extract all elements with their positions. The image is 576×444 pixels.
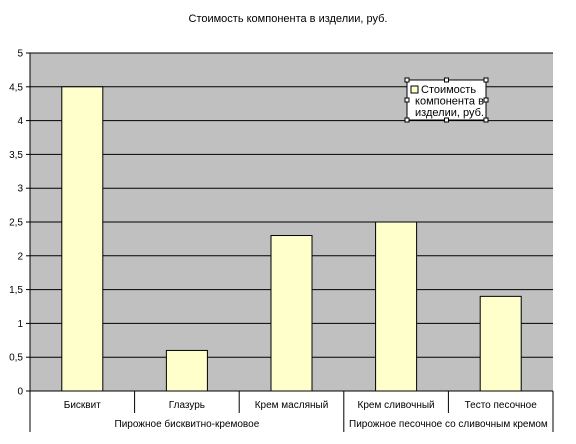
y-tick-label: 3,5	[9, 150, 23, 161]
x-tick-label: Тесто песочное	[465, 400, 538, 411]
legend-resize-handle[interactable]	[483, 77, 489, 83]
bar-3	[270, 235, 313, 392]
bar-1	[61, 86, 104, 392]
x-tick-label: Бисквит	[64, 400, 101, 411]
legend-resize-handle[interactable]	[483, 97, 489, 103]
legend-resize-handle[interactable]	[444, 117, 449, 123]
x-group-label: Пирожное бисквитно-кремовое	[115, 418, 260, 430]
bar-4	[375, 221, 418, 392]
y-tick-label: 2,5	[9, 218, 23, 229]
legend-resize-handle[interactable]	[404, 77, 410, 83]
legend-box	[406, 79, 487, 121]
y-tick-label: 4,5	[9, 82, 23, 93]
x-group-label: Пирожное песочное со сливочным кремом	[349, 419, 548, 430]
y-tick-label: 3	[17, 184, 23, 195]
y-tick-label: 1,5	[9, 285, 23, 296]
y-tick-label: 5	[17, 49, 23, 60]
legend-label: изделии, руб.	[415, 107, 484, 119]
bars	[61, 86, 522, 392]
x-tick-label: Крем сливочный	[358, 400, 435, 411]
bar-5	[479, 295, 522, 392]
legend-label: компонента в	[415, 96, 484, 108]
legend-swatch	[410, 85, 419, 94]
y-tick-label: 0,5	[9, 353, 23, 364]
legend-resize-handle[interactable]	[483, 117, 489, 123]
legend-resize-handle[interactable]	[404, 117, 410, 123]
x-tick-label: Глазурь	[169, 400, 205, 411]
bar-2	[165, 349, 208, 392]
legend-resize-handle[interactable]	[444, 77, 449, 83]
y-tick-label: 2	[17, 251, 23, 262]
y-tick-label: 4	[17, 116, 23, 127]
x-axis: Бисквит Глазурь Крем масляный Крем сливочны…	[29, 390, 554, 432]
y-axis: 0 0,5 1 1,5 2 2,5 3 3,5 4 4,5 5	[9, 49, 31, 398]
y-tick-label: 0	[17, 387, 23, 398]
chart-title: Стоимость компонента в изделии, руб.	[188, 13, 388, 25]
y-tick-label: 1	[17, 319, 23, 330]
legend-resize-handle[interactable]	[404, 97, 410, 103]
legend-label: Стоимость	[421, 84, 476, 96]
x-tick-label: Крем масляный	[255, 400, 329, 411]
